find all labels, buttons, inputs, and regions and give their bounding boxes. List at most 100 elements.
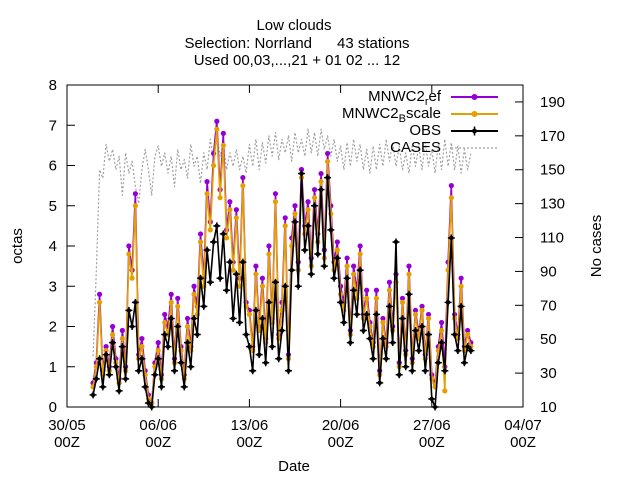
data-point-obs (242, 331, 250, 339)
data-point-mnwc2-ref (240, 174, 246, 181)
data-point-obs (363, 310, 371, 318)
data-point-obs (131, 298, 139, 306)
data-point-obs (385, 302, 393, 310)
data-point-obs (333, 254, 341, 262)
y-tick-label: 3 (49, 278, 57, 295)
data-point-mnwc2-ref (419, 303, 425, 309)
y-tick-label: 8 (49, 77, 57, 94)
data-point-obs (193, 331, 201, 339)
y2-tick-label: 190 (540, 94, 565, 111)
data-point-obs (125, 306, 133, 314)
data-point-obs (226, 258, 234, 266)
data-point-obs (346, 339, 354, 347)
data-point-obs (288, 266, 296, 274)
data-point-obs (203, 246, 211, 254)
data-point-mnwc2-bscale (191, 291, 197, 297)
legend: MNWC2ref MNWC2Bscale OBS CASES (342, 88, 498, 156)
data-point-mnwc2-ref (465, 327, 471, 334)
data-point-obs (255, 351, 263, 359)
data-point-obs (324, 174, 332, 182)
data-point-obs (298, 170, 306, 178)
data-point-mnwc2-bscale (373, 295, 380, 301)
data-point-mnwc2-bscale (110, 331, 116, 338)
data-point-obs (239, 258, 247, 266)
data-point-obs (219, 230, 227, 238)
x-tick-label-hour: 00Z (419, 434, 445, 451)
data-point-obs (356, 266, 364, 274)
x-tick-label-hour: 00Z (510, 434, 536, 451)
data-point-mnwc2-bscale (344, 263, 350, 269)
data-point-mnwc2-bscale (419, 307, 425, 313)
data-point-obs (281, 282, 289, 290)
data-point-obs (441, 367, 449, 375)
data-point-mnwc2-bscale (129, 275, 135, 281)
legend-label-cases: CASES (390, 139, 441, 156)
data-point-obs (304, 222, 312, 230)
data-point-obs (187, 363, 195, 371)
data-point-mnwc2-ref (155, 340, 161, 346)
y-tick-label: 6 (49, 158, 57, 175)
data-point-mnwc2-ref (373, 287, 380, 293)
data-point-obs (392, 238, 400, 246)
data-point-mnwc2-bscale (311, 195, 318, 201)
y-tick-label: 4 (49, 238, 57, 255)
data-point-obs (421, 367, 429, 375)
data-point-mnwc2-ref (364, 287, 370, 293)
data-point-mnwc2-ref (253, 263, 259, 269)
data-point-mnwc2-ref (103, 344, 109, 350)
data-point-mnwc2-ref (448, 183, 454, 189)
data-point-mnwc2-bscale (103, 348, 109, 354)
data-point-obs (197, 274, 205, 282)
data-point-obs (236, 318, 244, 326)
data-point-obs (447, 234, 455, 242)
data-point-obs (245, 343, 253, 351)
y-tick-label: 2 (49, 319, 57, 336)
data-point-mnwc2-bscale (96, 299, 103, 305)
data-point-mnwc2-bscale (126, 251, 132, 257)
legend-swatch-obs (451, 126, 498, 136)
legend-swatch-mnwc2-bscale (451, 111, 498, 117)
data-point-mnwc2-ref (292, 203, 298, 209)
data-point-obs (167, 314, 175, 322)
data-point-obs (154, 355, 162, 363)
data-point-mnwc2-bscale (386, 287, 393, 293)
data-point-obs (314, 250, 322, 258)
x-tick-label-hour: 00Z (236, 434, 262, 451)
data-point-mnwc2-ref (162, 311, 168, 318)
data-point-obs (457, 302, 465, 310)
data-point-obs (249, 367, 257, 375)
data-point-obs (359, 327, 367, 335)
data-point-mnwc2-bscale (351, 271, 357, 277)
data-point-mnwc2-bscale (184, 323, 191, 330)
data-point-obs (301, 246, 309, 254)
data-point-obs (89, 391, 97, 399)
y-tick-label: 7 (49, 117, 57, 134)
data-point-obs (262, 359, 270, 367)
data-point-mnwc2-ref (438, 319, 445, 326)
x-tick-label-date: 20/06 (322, 417, 360, 434)
data-point-obs (372, 310, 380, 318)
data-point-mnwc2-ref (357, 243, 363, 249)
legend-label-mnwc2-ref: MNWC2ref (368, 88, 442, 108)
data-point-obs (379, 335, 387, 343)
data-point-mnwc2-bscale (210, 162, 217, 169)
series-line-cases (92, 128, 472, 357)
data-point-mnwc2-ref (204, 179, 210, 185)
data-point-mnwc2-bscale (458, 283, 464, 289)
data-point-mnwc2-ref (214, 118, 220, 124)
data-point-mnwc2-ref (191, 283, 197, 289)
data-point-obs (467, 347, 475, 355)
data-point-obs (438, 339, 446, 347)
legend-label-obs: OBS (409, 122, 441, 139)
data-point-mnwc2-bscale (139, 344, 145, 350)
data-point-obs (327, 226, 335, 234)
data-point-mnwc2-ref (318, 170, 324, 177)
axes-layer: 012345678103050709011013015017019030/050… (48, 77, 565, 451)
y2-tick-label: 90 (540, 263, 557, 280)
data-point-mnwc2-bscale (272, 199, 279, 205)
data-point-obs (99, 383, 107, 391)
data-point-mnwc2-bscale (246, 311, 252, 318)
data-point-mnwc2-ref (324, 150, 331, 157)
y-tick-label: 5 (49, 198, 57, 215)
